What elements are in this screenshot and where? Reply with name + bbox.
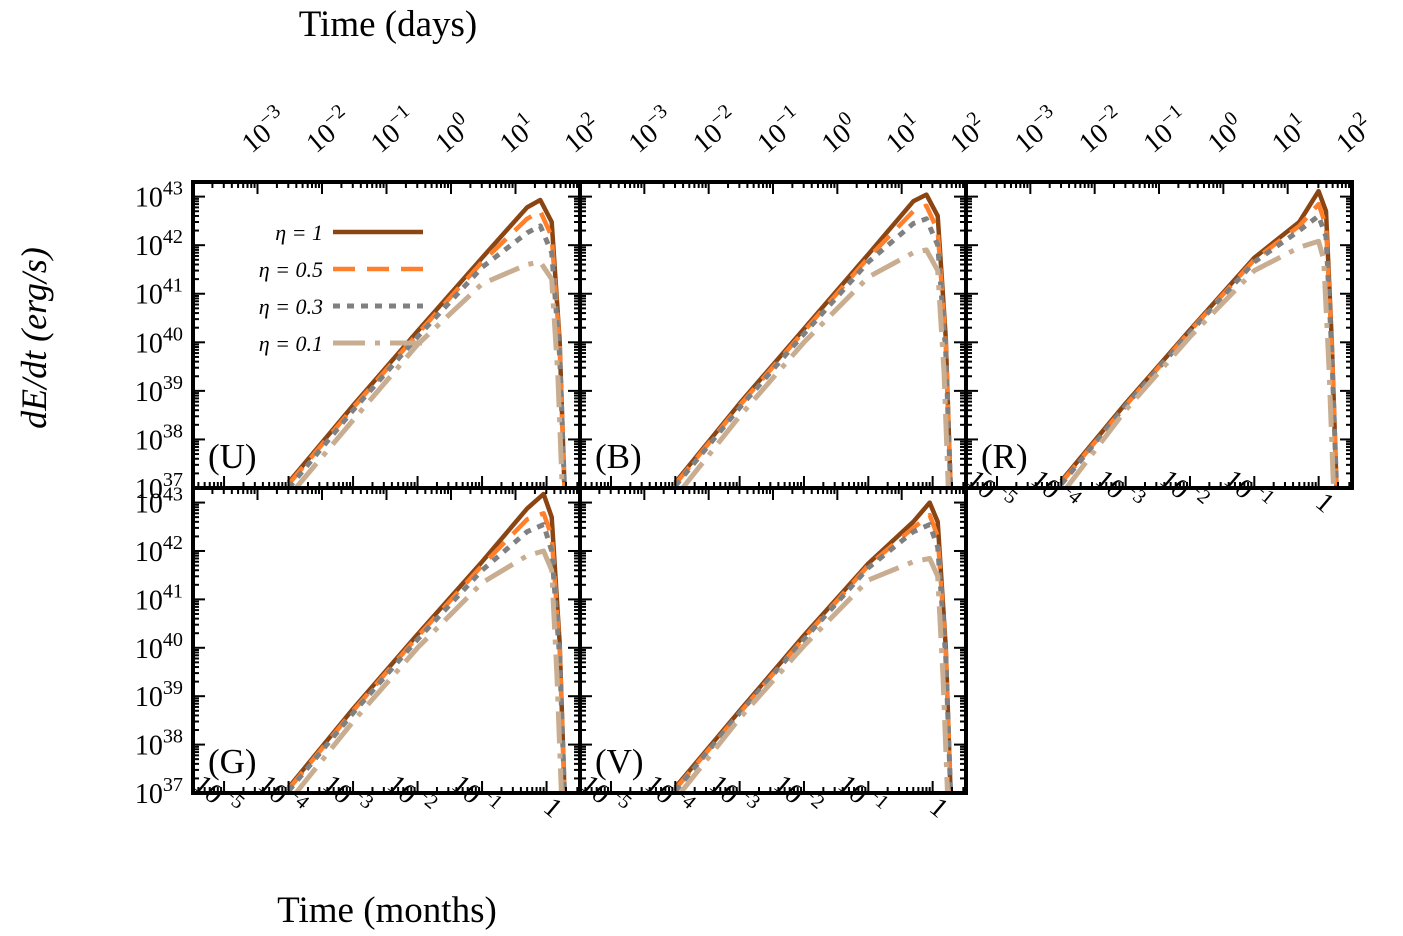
x2-tick-label: 10−1 <box>1134 100 1195 159</box>
series-line-eta-1 <box>673 500 953 793</box>
legend-label: η = 1 <box>275 220 323 245</box>
series-line-eta-4 <box>680 247 951 488</box>
y-tick-label: 1040 <box>135 629 183 665</box>
legend-label: η = 0.5 <box>259 257 323 282</box>
panel-label: (G) <box>208 742 257 781</box>
x2-tick-label: 101 <box>877 107 929 159</box>
series-line-eta-1 <box>286 491 567 793</box>
x-tick-label: 10−4 <box>1025 460 1086 519</box>
series-line-eta-1 <box>673 192 953 488</box>
x2-tick-label: 102 <box>555 107 607 159</box>
y-tick-label: 1043 <box>135 484 183 520</box>
y-tick-label: 1039 <box>135 372 183 408</box>
x2-tick-label: 101 <box>491 107 543 159</box>
series-line-eta-3 <box>1059 213 1340 488</box>
x2-tick-label: 10−3 <box>233 100 294 159</box>
panel-label: (U) <box>208 437 257 476</box>
x2-tick-label: 100 <box>813 107 865 159</box>
y-tick-label: 1039 <box>135 677 183 713</box>
legend-label: η = 0.3 <box>259 294 323 319</box>
y-tick-label: 1040 <box>135 323 183 359</box>
panel-label: (V) <box>595 742 644 781</box>
x2-tick-label: 10−3 <box>1006 100 1067 159</box>
y-tick-label: 1041 <box>135 580 183 616</box>
x2-tick-label: 10−2 <box>684 100 745 159</box>
series-line-eta-4 <box>293 259 565 488</box>
series-line-eta-2 <box>286 511 567 793</box>
panel-label: (R) <box>981 437 1028 476</box>
x-tick-label: 1 <box>923 792 954 825</box>
x2-tick-label: 100 <box>426 107 478 159</box>
y-axis-title: dE/dt (erg/s) <box>14 247 54 429</box>
y-tick-label: 1038 <box>135 726 183 762</box>
panel-v: (V)10−5 10−4 10−3 10−2 10−1 1 <box>575 486 968 825</box>
y-tick-label: 1038 <box>135 420 183 456</box>
x-tick-label: 10−2 <box>381 765 442 824</box>
series-line-eta-4 <box>293 548 564 793</box>
series-line-eta-2 <box>673 512 953 793</box>
y-tick-label: 1037 <box>135 774 183 810</box>
panel-label: (B) <box>595 437 642 476</box>
x-tick-label: 1 <box>1309 487 1340 520</box>
x2-tick-label: 102 <box>1327 107 1379 159</box>
x2-tick-label: 102 <box>941 107 993 159</box>
x2-tick-label: 10−1 <box>362 100 423 159</box>
y-tick-label: 1042 <box>135 226 183 262</box>
x-tick-label: 10−3 <box>1089 460 1150 519</box>
x-tick-label: 10−1 <box>832 765 893 824</box>
x2-tick-label: 10−2 <box>1070 100 1131 159</box>
x-tick-label: 10−3 <box>317 765 378 824</box>
series-line-eta-3 <box>673 522 954 793</box>
x-tick-label: 1 <box>537 792 568 825</box>
bottom-axis-title: Time (months) <box>277 890 497 931</box>
x2-tick-label: 10−1 <box>748 100 809 159</box>
top-axis-title: Time (days) <box>299 4 478 45</box>
series-line-eta-3 <box>286 522 567 793</box>
x2-tick-label: 101 <box>1263 107 1315 159</box>
series-line-eta-1 <box>286 197 567 488</box>
x-tick-label: 10−3 <box>703 765 764 824</box>
x2-tick-label: 10−2 <box>297 100 358 159</box>
y-tick-label: 1037 <box>135 469 183 505</box>
y-tick-label: 1041 <box>135 275 183 311</box>
x2-tick-label: 100 <box>1199 107 1251 159</box>
series-line-eta-4 <box>1064 238 1336 488</box>
x2-tick-label: 10−3 <box>620 100 681 159</box>
series-line-eta-3 <box>673 216 954 488</box>
x-tick-label: 10−1 <box>1218 460 1279 519</box>
panel-g: (G)10−5 10−4 10−3 10−2 10−1 11037103810391040… <box>135 484 582 825</box>
series-line-eta-3 <box>286 223 567 488</box>
x-tick-label: 10−2 <box>1154 460 1215 519</box>
series-line-eta-2 <box>286 208 567 488</box>
series-line-eta-2 <box>1059 201 1339 488</box>
series-line-eta-2 <box>673 203 953 488</box>
y-tick-label: 1043 <box>135 178 183 214</box>
x-tick-label: 10−2 <box>768 765 829 824</box>
series-line-eta-4 <box>678 556 950 793</box>
x-tick-label: 10−1 <box>446 765 507 824</box>
legend-label: η = 0.1 <box>259 331 323 356</box>
y-tick-label: 1042 <box>135 532 183 568</box>
